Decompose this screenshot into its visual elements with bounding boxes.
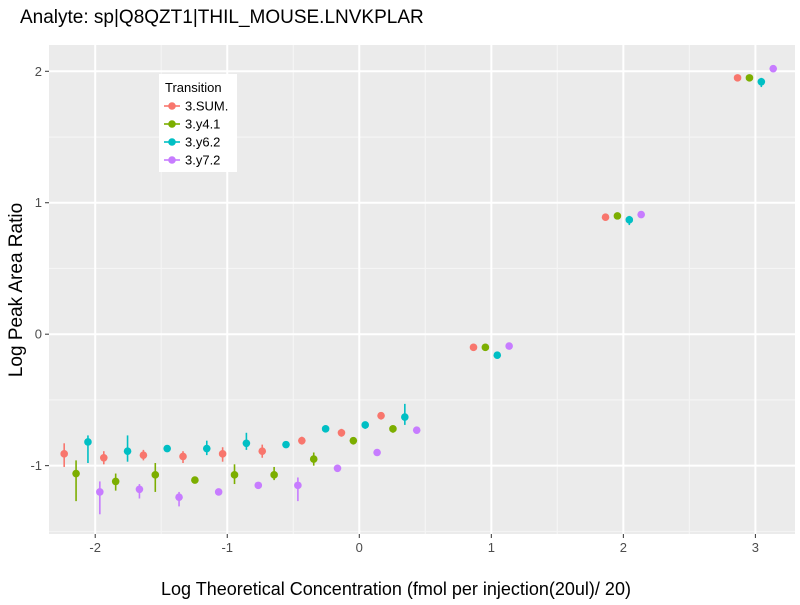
data-point: [179, 452, 187, 461]
data-point: [745, 74, 754, 82]
data-point: [349, 436, 358, 445]
data-point: [258, 447, 267, 455]
data-point: [401, 413, 409, 421]
y-axis-label: Log Peak Area Ratio: [6, 203, 27, 377]
data-point: [733, 74, 742, 82]
data-point: [637, 210, 645, 219]
data-point: [613, 212, 622, 220]
chart-title: Analyte: sp|Q8QZT1|THIL_MOUSE.LNVKPLAR: [20, 7, 424, 28]
x-axis: -2 -1 0 1 2 3: [89, 534, 759, 555]
y-tick-label: 2: [35, 64, 42, 79]
legend-key-point: [168, 138, 176, 146]
data-point: [254, 481, 263, 490]
legend-item: 3.y4.1: [164, 117, 220, 132]
data-point: [601, 213, 610, 222]
data-point: [96, 488, 104, 496]
grid-major: [49, 45, 795, 534]
y-tick-label: 1: [35, 195, 42, 210]
data-point: [282, 440, 290, 449]
series-3.SUM.: [60, 74, 742, 467]
data-point: [361, 421, 370, 429]
data-point: [214, 488, 223, 496]
legend-item-label: 3.y7.2: [185, 153, 220, 168]
data-point: [84, 438, 92, 446]
legend: Transition 3.SUM. 3.y4.1 3.y6.2 3.y7.2: [159, 74, 237, 172]
data-point: [321, 425, 330, 433]
data-point: [72, 469, 80, 478]
data-point: [175, 493, 183, 501]
legend-item: 3.SUM.: [164, 99, 228, 114]
data-point: [298, 436, 306, 445]
data-point: [294, 481, 302, 490]
data-point: [389, 425, 397, 433]
legend-items: 3.SUM. 3.y4.1 3.y6.2 3.y7.2: [164, 99, 228, 168]
data-point: [625, 216, 634, 224]
y-axis: -1 0 1 2: [30, 64, 49, 473]
data-point: [163, 444, 171, 453]
data-point: [111, 477, 120, 486]
data-point: [123, 447, 132, 455]
x-axis-label: Log Theoretical Concentration (fmol per …: [161, 579, 631, 599]
data-point: [218, 450, 227, 458]
legend-item-label: 3.y4.1: [185, 117, 220, 132]
data-point: [139, 451, 148, 459]
data-point: [151, 471, 160, 479]
x-tick-label: -1: [221, 540, 233, 555]
data-point: [333, 464, 342, 473]
x-tick-label: 0: [356, 540, 363, 555]
data-point: [202, 444, 211, 453]
data-point: [99, 453, 108, 462]
data-point: [493, 351, 502, 360]
x-tick-label: -2: [89, 540, 101, 555]
x-tick-label: 2: [620, 540, 627, 555]
data-point: [337, 428, 346, 437]
series-3.y6.2: [84, 77, 766, 464]
legend-item-label: 3.y6.2: [185, 135, 220, 150]
series-3.y4.1: [72, 74, 754, 502]
series-layer: [60, 64, 778, 515]
y-tick-label: -1: [30, 458, 42, 473]
data-point: [757, 78, 766, 86]
legend-key-point: [168, 120, 176, 128]
data-point: [469, 343, 478, 352]
data-point: [135, 485, 144, 494]
data-point: [505, 342, 513, 350]
x-tick-label: 3: [752, 540, 759, 555]
legend-title: Transition: [165, 80, 222, 95]
data-point: [270, 471, 278, 479]
data-point: [481, 343, 490, 352]
data-point: [373, 448, 381, 457]
data-point: [309, 455, 318, 463]
data-point: [769, 64, 778, 73]
data-point: [60, 450, 68, 458]
data-point: [412, 426, 421, 434]
data-point: [191, 476, 199, 484]
legend-key-point: [168, 156, 176, 164]
legend-item-label: 3.SUM.: [185, 99, 228, 114]
data-point: [230, 471, 239, 479]
series-3.y7.2: [96, 64, 778, 515]
legend-item: 3.y7.2: [164, 153, 220, 168]
legend-key-point: [168, 102, 176, 110]
legend-item: 3.y6.2: [164, 135, 220, 150]
data-point: [377, 411, 385, 420]
x-tick-label: 1: [488, 540, 495, 555]
y-tick-label: 0: [35, 327, 42, 342]
data-point: [242, 439, 251, 448]
